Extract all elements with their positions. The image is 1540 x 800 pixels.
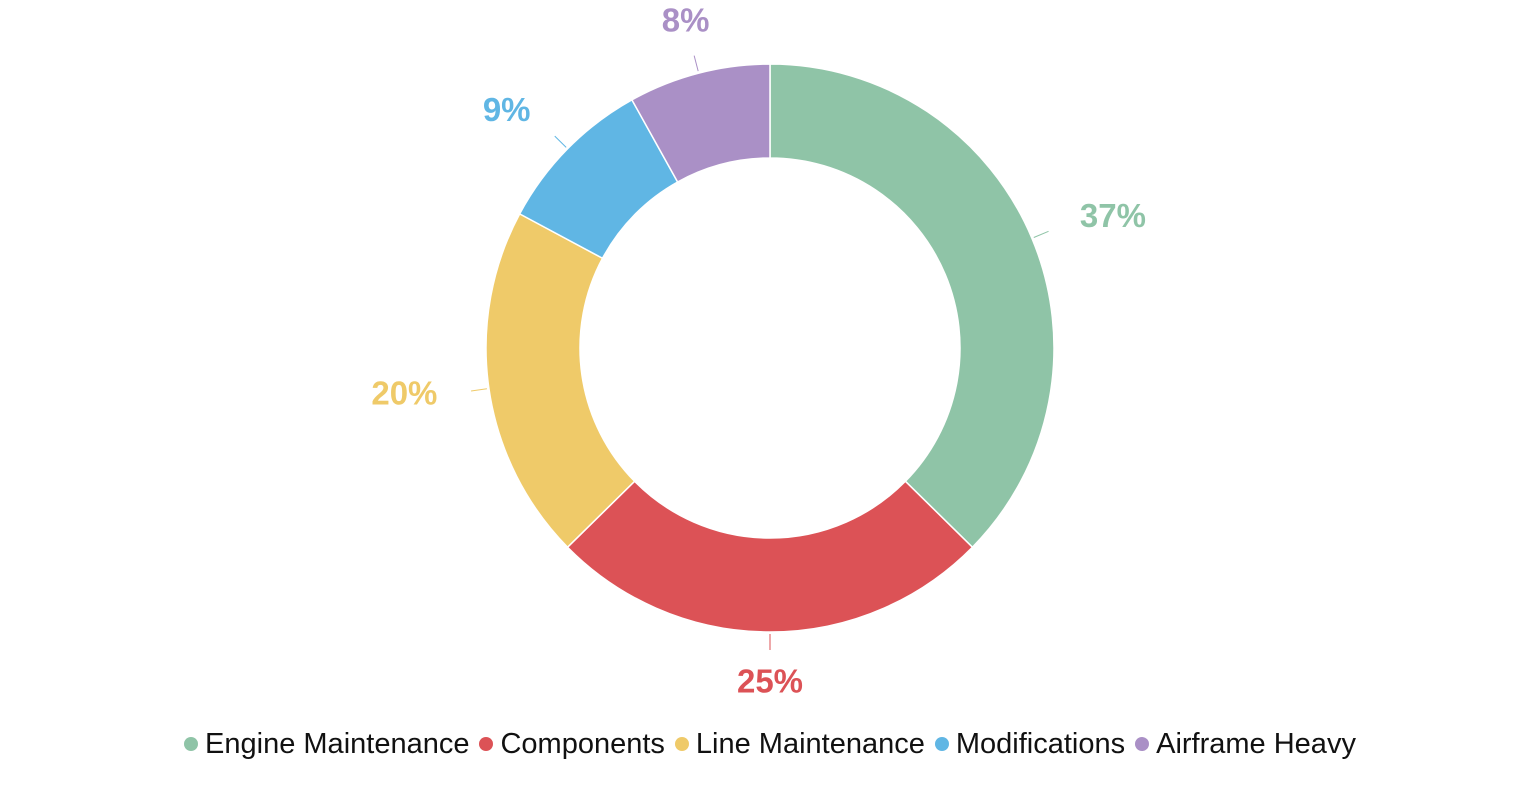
- slice-line-maintenance: [485, 212, 636, 549]
- slice-labels: 37% 25% 20% 9% 8%: [371, 1, 1146, 699]
- legend-item-airframe-heavy: Airframe Heavy: [1135, 728, 1356, 761]
- legend: Engine Maintenance Components Line Mainten…: [0, 716, 1540, 772]
- legend-item-components: Components: [479, 727, 665, 761]
- legend-dot-icon: [479, 737, 494, 751]
- slice-label-airframe-heavy: 8%: [662, 1, 710, 38]
- donut-slices: [485, 63, 1055, 633]
- label-leader-lines: [471, 55, 1049, 650]
- legend-label: Components: [500, 727, 665, 760]
- leader-line-line-maintenance: [471, 388, 487, 392]
- slice-label-line-maintenance: 20%: [371, 375, 437, 412]
- slice-engine-maintenance: [769, 63, 1055, 549]
- legend-label: Airframe Heavy: [1156, 727, 1356, 760]
- legend-item-line-maintenance: Line Maintenance: [674, 727, 925, 761]
- legend-dot-icon: [184, 737, 199, 751]
- legend-dot-icon: [1135, 737, 1150, 751]
- legend-dot-icon: [934, 737, 949, 751]
- slice-label-components: 25%: [737, 663, 803, 700]
- leader-line-engine-maintenance: [1033, 230, 1049, 238]
- legend-item-engine-maintenance: Engine Maintenance: [184, 728, 469, 761]
- legend-item-modifications: Modifications: [934, 727, 1126, 761]
- leader-line-airframe-heavy: [693, 55, 699, 72]
- leader-line-modifications: [554, 135, 567, 148]
- legend-dot-icon: [674, 737, 689, 751]
- slice-label-modifications: 9%: [483, 91, 531, 128]
- slice-components: [566, 480, 974, 633]
- slice-airframe-heavy: [630, 63, 771, 183]
- legend-label: Modifications: [955, 727, 1126, 760]
- legend-label: Line Maintenance: [695, 727, 925, 760]
- slice-label-engine-maintenance: 37%: [1080, 197, 1146, 234]
- legend-label: Engine Maintenance: [205, 727, 470, 760]
